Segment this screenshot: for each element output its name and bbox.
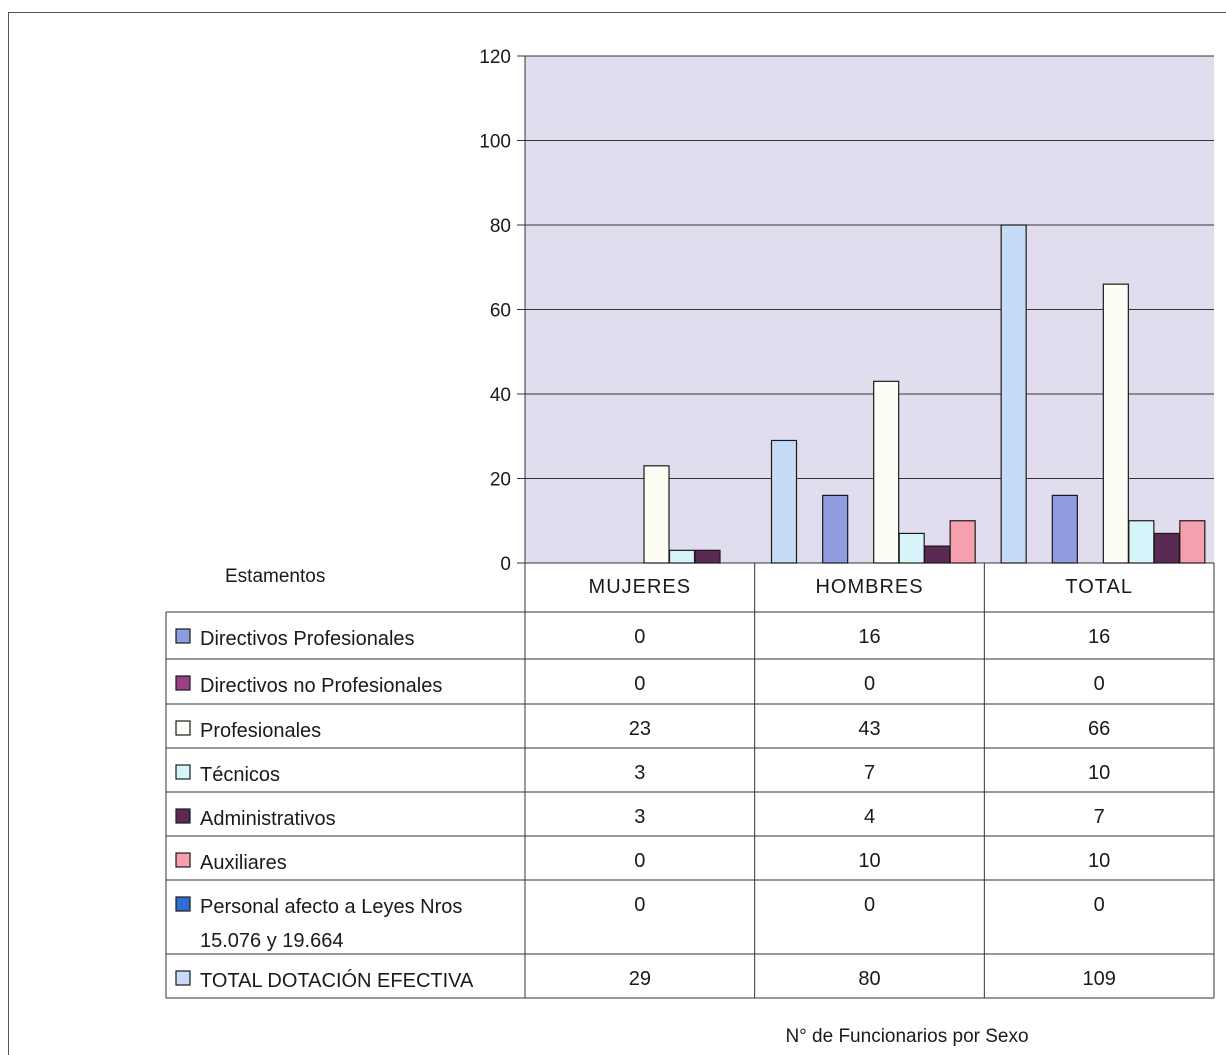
legend-swatch-2 [175, 720, 191, 736]
table-cell-2-0: 23 [629, 718, 651, 740]
table-cell-4-1: 4 [864, 806, 875, 828]
table-cell-0-2: 16 [1088, 626, 1110, 648]
legend-swatch-6 [175, 896, 191, 912]
table-cell-3-2: 10 [1088, 762, 1110, 784]
table-cell-5-1: 10 [858, 850, 880, 872]
table-cell-6-2: 0 [1094, 894, 1105, 916]
row-label-0: Directivos Profesionales [200, 628, 415, 650]
legend-swatch-1 [175, 675, 191, 691]
table-header-estamentos: Estamentos [225, 566, 325, 587]
table-cell-3-1: 7 [864, 762, 875, 784]
row-label-6: Personal afecto a Leyes Nros [200, 896, 462, 918]
bar-7-0 [770, 439, 798, 564]
bar-2-1 [873, 380, 900, 564]
y-tick-label: 60 [490, 301, 511, 322]
bar-5-1 [949, 520, 976, 564]
table-cell-7-0: 29 [629, 968, 651, 990]
category-label-1: HOMBRES [815, 576, 923, 598]
y-tick-label: 120 [479, 47, 511, 68]
table-cell-4-0: 3 [634, 806, 645, 828]
row-label-1: Directivos no Profesionales [200, 675, 442, 697]
table-cell-7-1: 80 [858, 968, 880, 990]
table-cell-5-2: 10 [1088, 850, 1110, 872]
table-cell-1-2: 0 [1094, 673, 1105, 695]
bar-4-2 [1153, 532, 1180, 564]
table-cell-2-1: 43 [858, 718, 880, 740]
legend-swatch-7 [175, 970, 191, 986]
legend-swatch-4 [175, 808, 191, 824]
bar-7-1 [1000, 224, 1027, 564]
legend-swatch-5 [175, 852, 191, 868]
row-label-4: Administrativos [200, 808, 336, 830]
bar-0-2 [1051, 494, 1078, 564]
data-table: MUJERES HOMBRES TOTAL Directivos Profesiona… [165, 563, 1215, 999]
legend-swatch-0 [175, 628, 191, 644]
row-label-3: Técnicos [200, 764, 280, 786]
bar-3-0 [668, 549, 696, 564]
bars [643, 224, 1206, 564]
table-cell-6-0: 0 [634, 894, 645, 916]
table-cell-5-0: 0 [634, 850, 645, 872]
bar-2-0 [643, 465, 670, 564]
table-cell-7-2: 109 [1082, 968, 1115, 990]
bar-5-2 [1179, 520, 1206, 564]
y-tick-label: 40 [490, 385, 511, 406]
row-label-2: Profesionales [200, 720, 321, 742]
gridlines [517, 55, 1214, 564]
bar-3-1 [898, 532, 925, 564]
table-cell-2-2: 66 [1088, 718, 1110, 740]
table-cell-6-1: 0 [864, 894, 875, 916]
row-label-5: Auxiliares [200, 852, 287, 874]
y-tick-label: 0 [500, 554, 511, 575]
bar-3-2 [1128, 520, 1155, 564]
category-label-0: MUJERES [589, 576, 692, 598]
table-cell-1-1: 0 [864, 673, 875, 695]
table-cell-4-2: 7 [1094, 806, 1105, 828]
table-cell-0-0: 0 [634, 626, 645, 648]
table-cell-3-0: 3 [634, 762, 645, 784]
row-label-7: TOTAL DOTACIÓN EFECTIVA [200, 969, 474, 992]
x-axis-title: N° de Funcionarios por Sexo [785, 1026, 1028, 1047]
bar-0-1 [822, 494, 849, 564]
bar-4-0 [694, 549, 721, 564]
chart-frame [8, 12, 1226, 1055]
bar-2-2 [1102, 283, 1129, 564]
row-label-6: 15.076 y 19.664 [200, 930, 343, 952]
bar-4-1 [924, 545, 951, 564]
category-label-2: TOTAL [1065, 576, 1133, 598]
y-axis: 0 20 40 60 80 100 120 [479, 47, 526, 575]
legend-swatch-3 [175, 764, 191, 780]
y-tick-label: 20 [490, 470, 511, 491]
y-tick-label: 80 [490, 216, 511, 237]
table-cell-0-1: 16 [858, 626, 880, 648]
table-cell-1-0: 0 [634, 673, 645, 695]
y-tick-label: 100 [479, 132, 511, 153]
